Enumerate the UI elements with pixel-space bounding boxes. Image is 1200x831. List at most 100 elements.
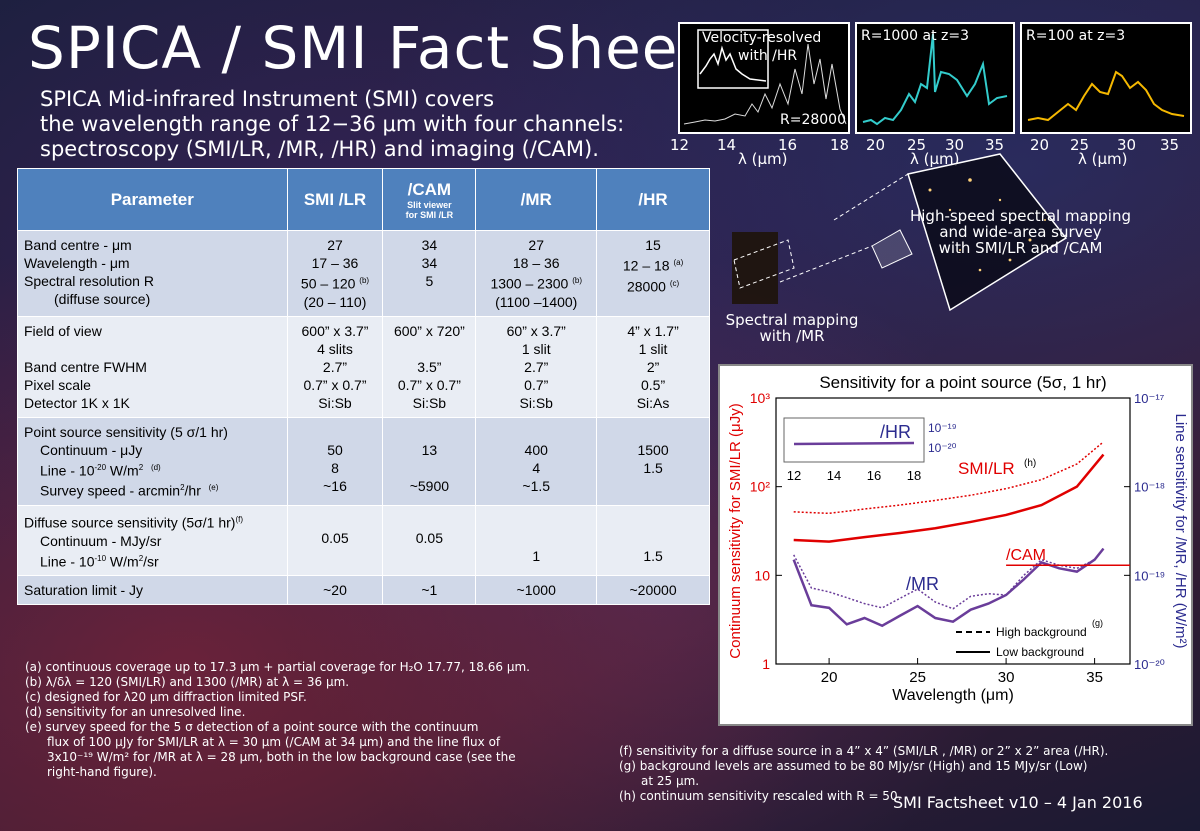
- header-cam-sub1: Slit viewer: [407, 199, 452, 210]
- table-row: Point source sensitivity (5 σ/1 hr) Cont…: [17, 416, 710, 506]
- series-label-sup: (h): [1024, 458, 1036, 469]
- y-tick-label-right: 10⁻¹⁸: [1134, 480, 1165, 495]
- inset-line: [793, 441, 915, 446]
- value-cell: 400 4 ~1.5: [475, 416, 598, 506]
- value-cell: 1.5: [596, 504, 710, 577]
- value-spacer: [603, 511, 703, 529]
- footnote-ref: (a): [673, 258, 684, 267]
- inset-y-tick: 10⁻¹⁹: [928, 421, 957, 435]
- value-text: 1300 – 2300: [490, 275, 569, 292]
- tick-label: 18: [830, 136, 850, 154]
- inset-x-tick: 18: [907, 468, 921, 483]
- tick-label: 30: [1117, 136, 1137, 154]
- label-sup: 2: [138, 462, 144, 472]
- image-label-line: with /MR: [759, 327, 825, 345]
- header-parameter: Parameter: [17, 168, 288, 231]
- plot-frame: [775, 397, 1131, 665]
- footnote-ref: (e): [208, 483, 219, 493]
- footnote-ref: (f): [235, 514, 244, 524]
- param-label: Point source sensitivity (5 σ/1 hr): [24, 423, 228, 440]
- value: ~20: [286, 575, 384, 606]
- series-line: [793, 548, 1105, 610]
- table-row: Diffuse source sensitivity (5σ/1 hr)(f) …: [17, 504, 710, 577]
- spectrum-panel-lr: R=100 at z=3: [1020, 22, 1192, 134]
- mapping-illustration: [732, 153, 1068, 312]
- value: 0.7” x 0.7”: [397, 376, 461, 393]
- value: 2”: [646, 358, 660, 375]
- footnote: flux of 100 μJy for SMI/LR at λ = 30 μm …: [47, 735, 501, 749]
- connector-line: [833, 173, 909, 221]
- value: 15: [645, 237, 661, 253]
- value: 400: [524, 441, 548, 458]
- spectrum-plot-lr: [1027, 70, 1185, 122]
- inset-box: [783, 417, 925, 463]
- value-cell: 13 ~5900: [382, 416, 477, 506]
- param-label: Band centre FWHM: [24, 358, 147, 375]
- resolution-label: R=28000: [780, 112, 846, 128]
- label-sup: 2: [138, 553, 144, 563]
- footnote: (f) sensitivity for a diffuse source in …: [619, 744, 1109, 758]
- value-spacer: [482, 423, 590, 441]
- y-tick-label-right: 10⁻¹⁷: [1134, 391, 1165, 406]
- tick-label: 14: [717, 136, 737, 154]
- series-label-cam: /CAM: [1006, 547, 1046, 564]
- value-spacer: [482, 511, 590, 529]
- value: Si:Sb: [318, 394, 352, 411]
- footnotes-left: (a) continuous coverage up to 17.3 μm + …: [25, 660, 605, 780]
- footnotes-right: (f) sensitivity for a diffuse source in …: [619, 744, 1194, 804]
- value-cell: 600” x 720” 3.5” 0.7” x 0.7” Si:Sb: [382, 315, 477, 418]
- value: 13: [421, 441, 438, 458]
- value: 4 slits: [317, 340, 353, 357]
- footnote-ref: (b): [359, 276, 370, 285]
- value-cell: 1500 1.5: [596, 416, 710, 506]
- value: 2.7”: [322, 358, 348, 375]
- survey-field: [907, 153, 1068, 312]
- intro-line-3: spectroscopy (SMI/LR, /MR, /HR) and imag…: [40, 137, 599, 161]
- value-spacer: [294, 511, 377, 529]
- inset-x-tick: 14: [827, 468, 841, 483]
- param-spacer: [24, 340, 281, 358]
- label-part: Diffuse source sensitivity (5σ/1 hr): [24, 514, 236, 531]
- value: 1 slit: [521, 340, 551, 357]
- axis-label: λ (μm): [910, 150, 960, 168]
- series-line: [793, 441, 1104, 515]
- table-row: Saturation limit - Jy ~20 ~1 ~1000 ~2000…: [17, 575, 710, 606]
- footnote: (b) λ/δλ = 120 (SMI/LR) and 1300 (/MR) a…: [25, 675, 350, 689]
- value-cell: 27 18 – 36 1300 – 2300 (b) (1100 –1400): [475, 230, 598, 317]
- value-cell: 60” x 3.7” 1 slit 2.7” 0.7” Si:Sb: [475, 315, 598, 418]
- table-row: Field of view Band centre FWHM Pixel sca…: [17, 315, 710, 418]
- value: ~1: [382, 575, 477, 606]
- parameter-table: Parameter SMI /LR /CAM Slit viewer for S…: [17, 168, 710, 606]
- param-cell: Diffuse source sensitivity (5σ/1 hr)(f) …: [17, 504, 288, 577]
- value: 27: [528, 237, 544, 253]
- value: 28000 (c): [603, 275, 703, 296]
- value: ~1.5: [522, 477, 551, 494]
- value: 34: [421, 255, 438, 271]
- table-header-row: Parameter SMI /LR /CAM Slit viewer for S…: [17, 168, 710, 231]
- value: 50 – 120 (b): [294, 272, 377, 293]
- param-label: Detector 1K x 1K: [24, 394, 130, 411]
- label-part: Line - 10: [40, 553, 95, 570]
- value-spacer: [389, 423, 469, 441]
- sensitivity-chart: Sensitivity for a point source (5σ, 1 hr…: [718, 364, 1193, 726]
- mr-map-outline: [733, 239, 795, 289]
- tick-label: 25: [907, 136, 927, 154]
- intro-line-1: SPICA Mid-infrared Instrument (SMI) cove…: [40, 87, 495, 111]
- footnote: (c) designed for λ20 μm diffraction limi…: [25, 690, 307, 704]
- value: Si:As: [636, 394, 670, 411]
- value: 2.7”: [524, 358, 549, 375]
- value: 5: [425, 273, 434, 289]
- value: 4” x 1.7”: [627, 322, 679, 339]
- value-cell: 0.05: [286, 504, 384, 577]
- spectrum-line: [1027, 70, 1185, 122]
- image-label-line: High-speed spectral mapping: [909, 207, 1131, 225]
- header-hr: /HR: [596, 168, 710, 231]
- value: 0.7”: [524, 376, 549, 393]
- param-label: Spectral resolution R: [24, 272, 281, 290]
- label-sup: 2: [180, 483, 185, 493]
- label-part: W/m: [106, 553, 139, 570]
- footnote: right-hand figure).: [47, 765, 157, 779]
- header-mr: /MR: [475, 168, 598, 231]
- param-label: Continuum - μJy: [40, 441, 143, 458]
- value: 0.5”: [641, 376, 666, 393]
